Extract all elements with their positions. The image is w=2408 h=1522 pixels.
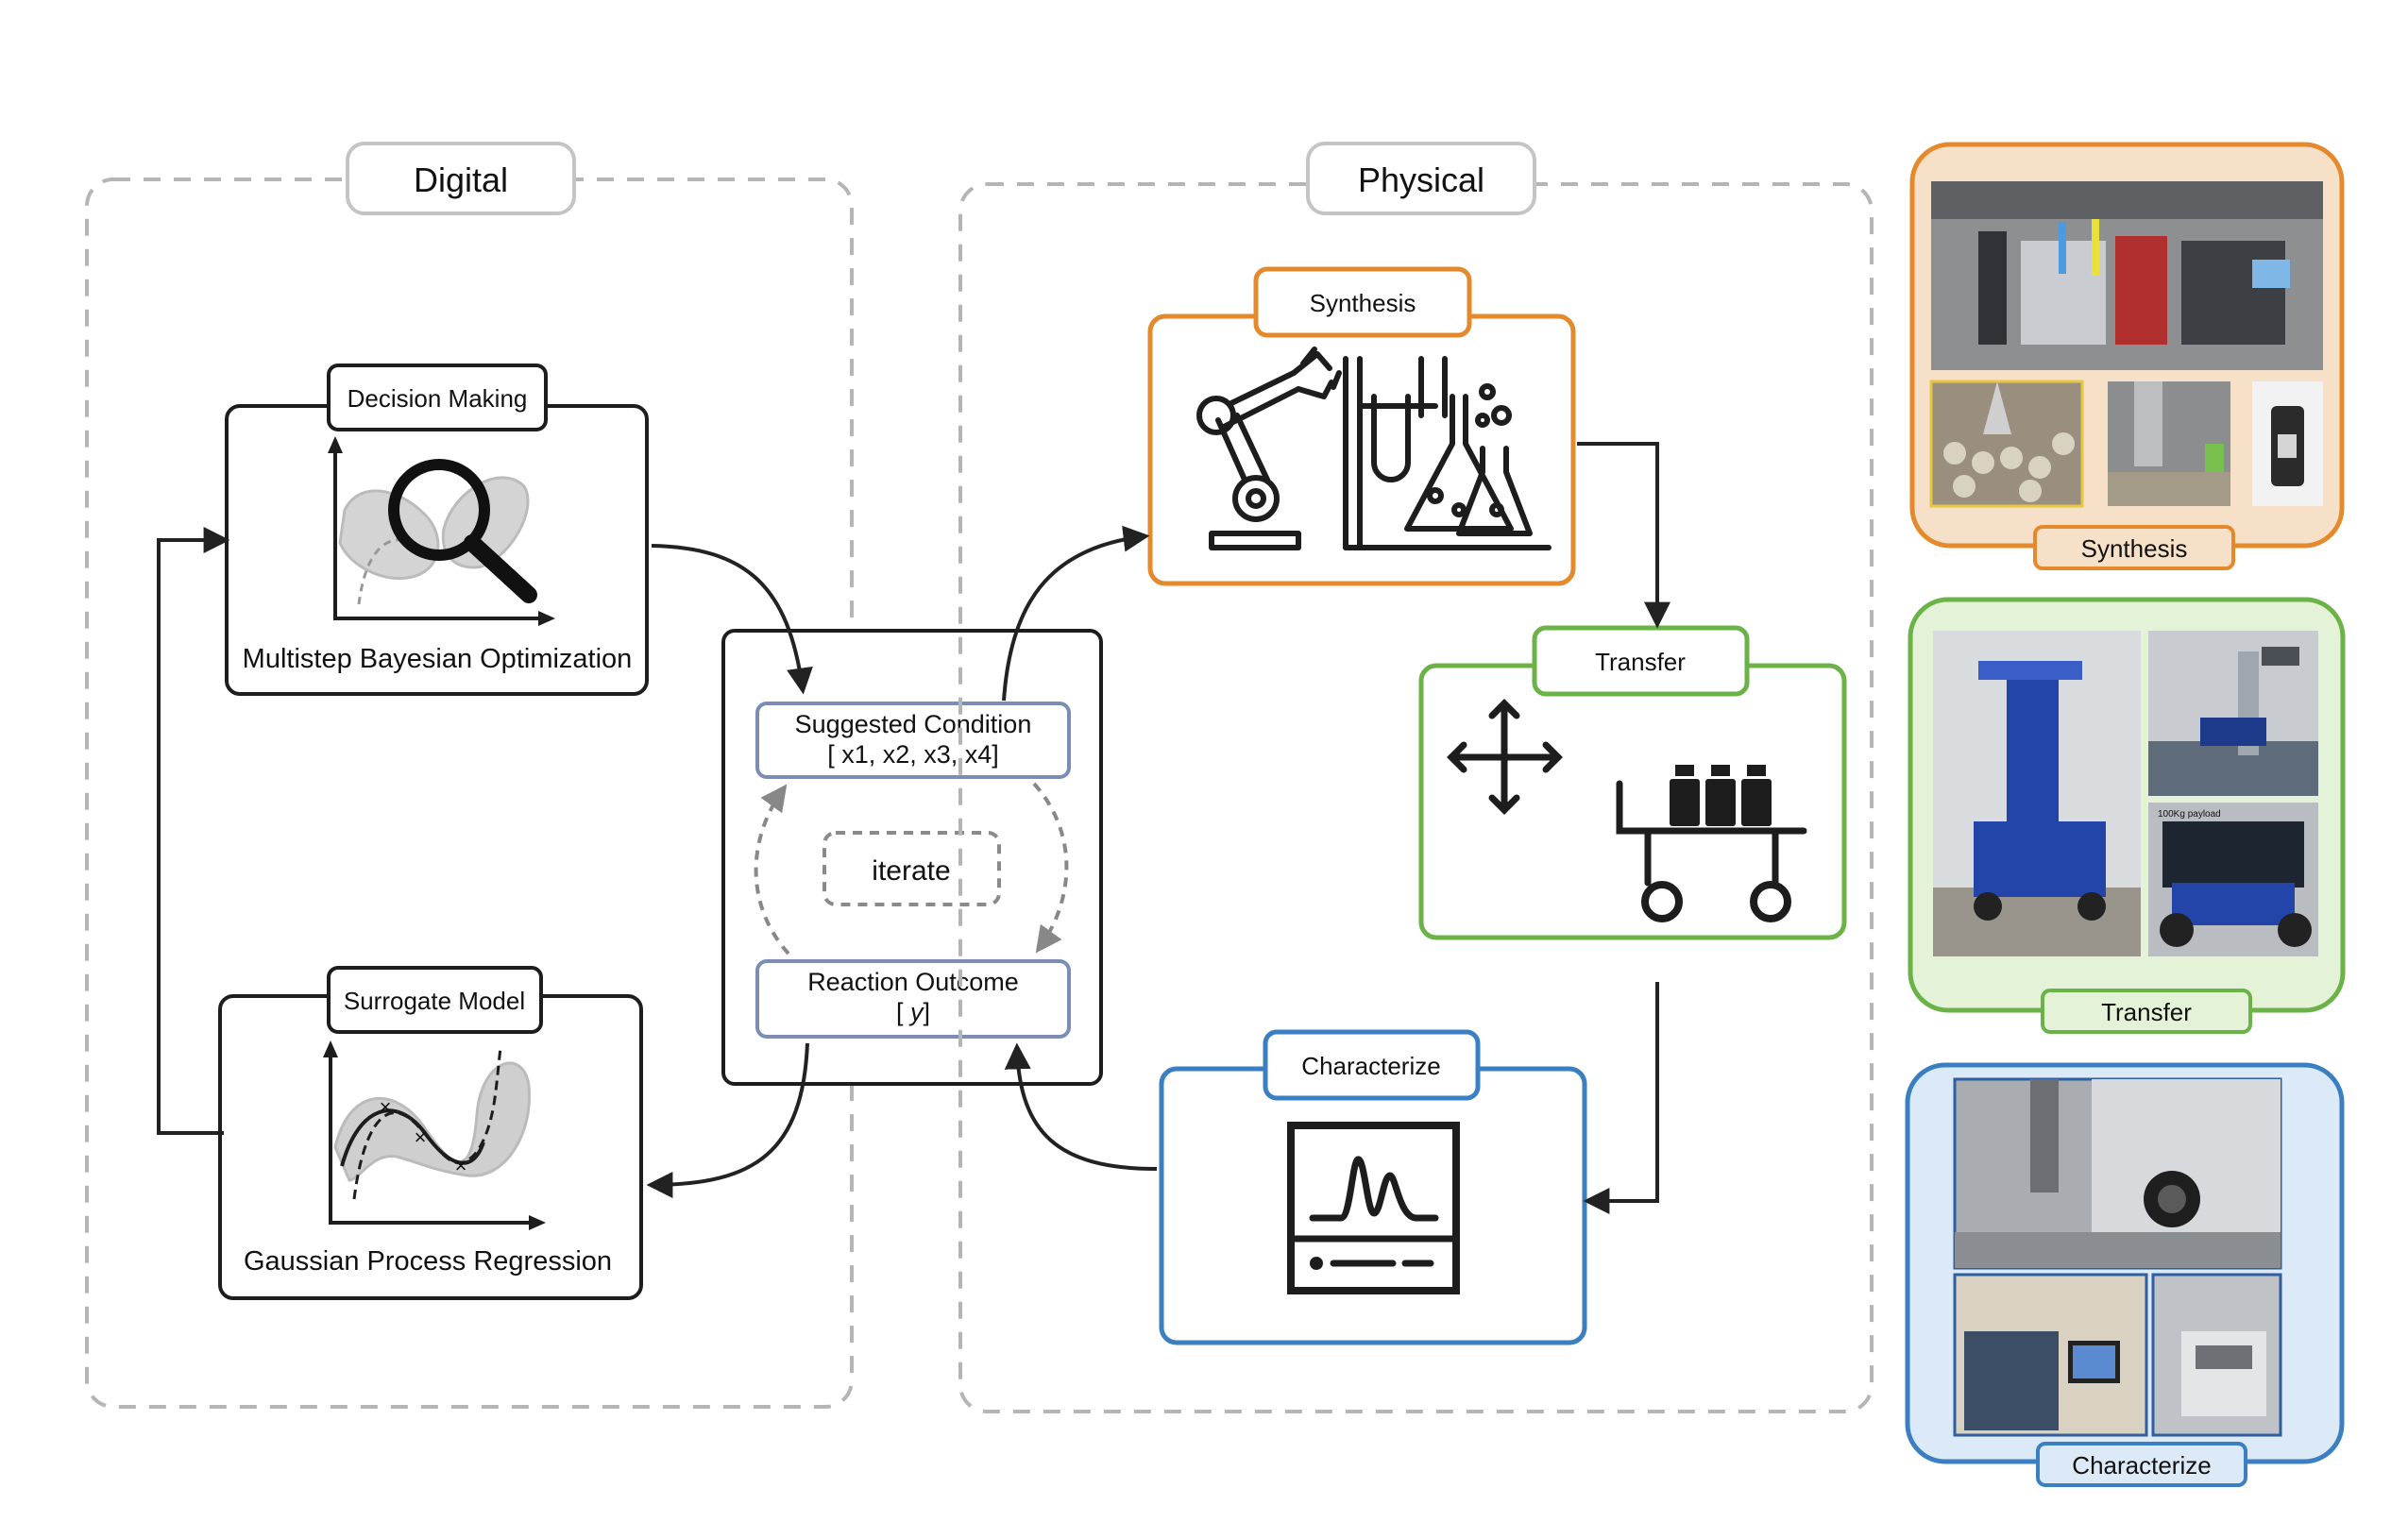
synthesis-photo-panel: Synthesis <box>1909 142 2345 570</box>
liquid-handler-photo <box>1931 181 2323 370</box>
surrogate-model-box: Surrogate Model × × × Gaussian Process R… <box>218 966 643 1300</box>
move-arrows-cart-icon <box>1447 699 1807 922</box>
transfer-photo-panel: 100Kg payload Transfer <box>1908 597 2346 1034</box>
synthesis-tag: Synthesis <box>1310 289 1416 317</box>
synthesis-photo-label: Synthesis <box>2081 534 2188 563</box>
synthesis-box: Synthesis <box>1147 266 1576 586</box>
characterize-tag: Characterize <box>1301 1052 1440 1080</box>
gp-regression-plot-icon: × × × <box>323 1040 546 1230</box>
suggested-condition-title: Suggested Condition <box>795 710 1032 738</box>
robot-arm-lab-glassware-icon <box>1196 347 1552 550</box>
reaction-outcome-value: [ y] <box>896 998 930 1026</box>
svg-text:×: × <box>455 1154 467 1177</box>
decision-making-tag: Decision Making <box>348 384 528 413</box>
spectrum-analyzer-icon <box>1287 1122 1460 1294</box>
characterize-photo-panel: Characterize <box>1905 1062 2345 1487</box>
iterate-label: iterate <box>872 855 950 887</box>
transfer-photo-label: Transfer <box>2101 998 2192 1026</box>
analyzer-bench-photo <box>2151 1273 2282 1437</box>
characterize-photo-label: Characterize <box>2072 1451 2211 1480</box>
transfer-tag: Transfer <box>1595 648 1686 676</box>
characterize-box: Characterize <box>1159 1029 1587 1345</box>
flow-arrows <box>157 442 1670 1214</box>
robot-base-photo: 100Kg payload <box>2148 803 2318 956</box>
svg-text:×: × <box>415 1125 427 1149</box>
hplc-instrument-photo <box>1953 1273 2148 1437</box>
iteration-loop-box: Suggested Condition [ x1, x2, x3, x4] it… <box>721 629 1103 1086</box>
vial-rack-photo <box>1929 380 2084 508</box>
surrogate-model-caption: Gaussian Process Regression <box>244 1246 612 1277</box>
digital-group-title: Digital <box>414 161 508 199</box>
decision-making-box: Decision Making Multistep Bayesian Optim… <box>225 364 649 696</box>
autosampler-photo <box>1953 1077 2282 1270</box>
suggested-condition-vector: [ x1, x2, x3, x4] <box>827 740 999 769</box>
robot-arm-photo <box>2148 631 2318 796</box>
physical-group-title: Physical <box>1358 161 1484 199</box>
physical-group: Physical <box>958 142 1874 1413</box>
surrogate-model-tag: Surrogate Model <box>344 987 525 1015</box>
reaction-outcome-title: Reaction Outcome <box>807 968 1019 996</box>
magnifier-plot-icon <box>328 436 555 626</box>
dispensing-head-photo <box>2108 381 2230 506</box>
transfer-box: Transfer <box>1418 625 1847 940</box>
decision-making-caption: Multistep Bayesian Optimization <box>243 644 633 674</box>
svg-text:×: × <box>380 1095 392 1119</box>
mobile-cart-robot-photo <box>1933 631 2141 956</box>
payload-text: 100Kg payload <box>2158 809 2221 820</box>
vial-closeup-photo <box>2252 381 2323 506</box>
